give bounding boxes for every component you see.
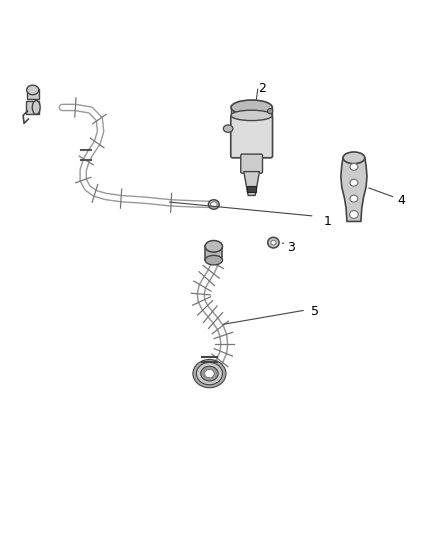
Ellipse shape [211, 202, 217, 207]
Polygon shape [244, 172, 259, 196]
Ellipse shape [268, 109, 273, 114]
Ellipse shape [201, 366, 218, 381]
Ellipse shape [205, 240, 223, 252]
FancyBboxPatch shape [231, 115, 272, 158]
Ellipse shape [271, 240, 276, 245]
FancyBboxPatch shape [247, 187, 256, 192]
FancyBboxPatch shape [205, 246, 223, 260]
Ellipse shape [268, 237, 279, 248]
Ellipse shape [205, 369, 214, 378]
Ellipse shape [350, 164, 358, 170]
Ellipse shape [223, 125, 233, 132]
FancyBboxPatch shape [27, 89, 39, 100]
Text: 4: 4 [398, 193, 406, 207]
Text: 5: 5 [311, 305, 319, 318]
Ellipse shape [343, 152, 365, 164]
Ellipse shape [193, 359, 226, 387]
Ellipse shape [231, 110, 272, 120]
Text: 1: 1 [324, 215, 332, 228]
FancyBboxPatch shape [231, 107, 272, 115]
Ellipse shape [350, 211, 358, 219]
Ellipse shape [32, 101, 40, 114]
Polygon shape [341, 158, 367, 221]
Ellipse shape [208, 200, 219, 209]
Ellipse shape [27, 85, 39, 95]
Text: 2: 2 [258, 83, 266, 95]
FancyBboxPatch shape [26, 101, 39, 114]
Ellipse shape [350, 179, 358, 186]
FancyBboxPatch shape [241, 154, 262, 173]
Ellipse shape [205, 255, 223, 265]
Ellipse shape [231, 100, 272, 115]
Ellipse shape [350, 195, 358, 202]
Ellipse shape [196, 362, 223, 385]
Text: 3: 3 [287, 241, 295, 254]
